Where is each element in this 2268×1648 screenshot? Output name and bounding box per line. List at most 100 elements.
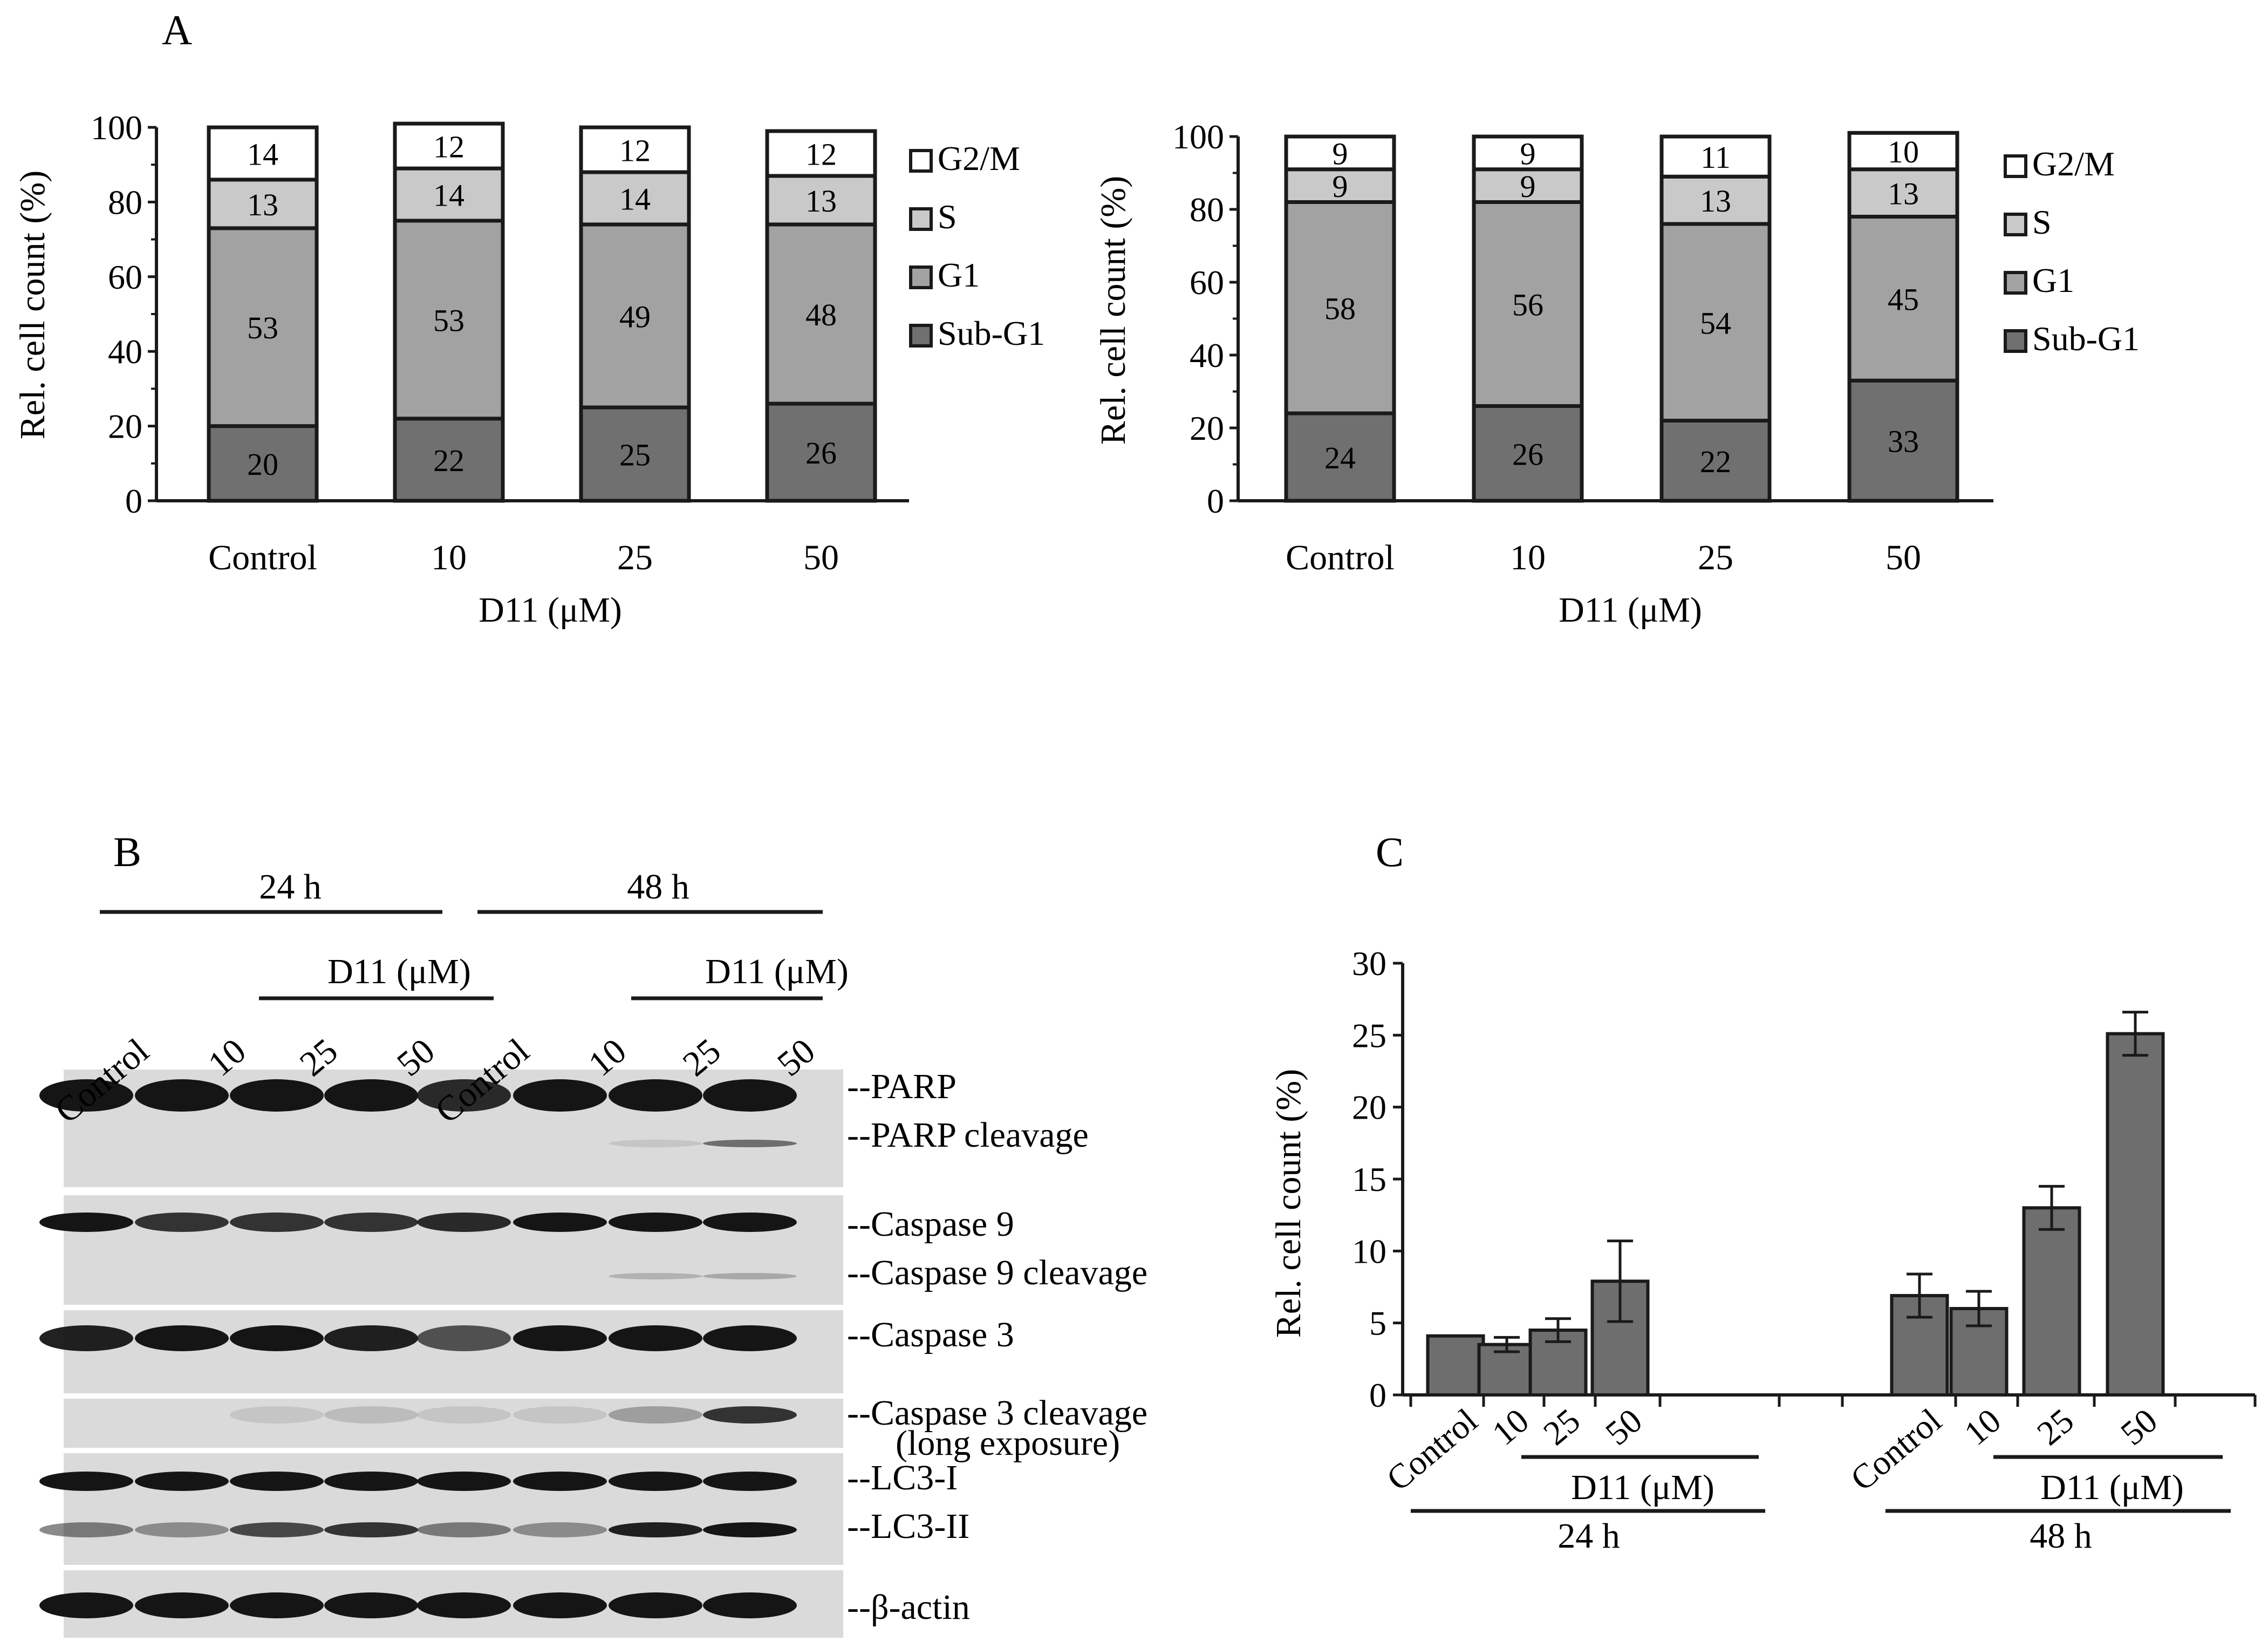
data-label: 9 (1333, 136, 1348, 171)
data-label: 12 (433, 130, 464, 165)
data-label: 11 (1700, 140, 1731, 175)
blot-band (609, 1079, 702, 1112)
panel-label-c: C (1376, 828, 1404, 875)
data-label: 14 (619, 181, 651, 216)
data-label: 9 (1333, 169, 1348, 204)
blot-band (609, 1273, 702, 1279)
data-label: 24 (1324, 440, 1356, 475)
blot-band (230, 1522, 324, 1537)
y-tick-label: 20 (1352, 1088, 1386, 1127)
bar-segment (1472, 404, 1584, 503)
blot-band (609, 1472, 702, 1491)
blot-band (135, 1079, 229, 1112)
treatment-label: D11 (μM) (1571, 1468, 1714, 1507)
blot-band (324, 1406, 418, 1424)
blot-band (39, 1522, 133, 1537)
y-tick-label: 20 (1190, 409, 1224, 447)
x-tick-label: 25 (1698, 538, 1733, 577)
blot-band (230, 1406, 324, 1424)
x-tick-label: Control (1286, 538, 1395, 577)
band-label: --PARP cleavage (847, 1115, 1089, 1155)
data-label: 14 (247, 137, 278, 172)
band-label-line2: (long exposure) (896, 1424, 1120, 1463)
blot-band (513, 1079, 607, 1112)
x-axis-title: D11 (μM) (479, 590, 622, 630)
data-label: 9 (1520, 136, 1536, 171)
legend-swatch (909, 207, 933, 231)
y-tick-label: 10 (1352, 1232, 1386, 1270)
bar-segment (207, 226, 319, 428)
y-tick-label: 40 (108, 332, 142, 371)
data-label: 13 (247, 187, 278, 222)
bar-segment (1659, 222, 1772, 423)
blot-band (513, 1213, 607, 1232)
y-tick-label: 25 (1352, 1016, 1386, 1054)
bar (2022, 1206, 2081, 1397)
data-label: 49 (619, 299, 651, 334)
blot-band (324, 1325, 418, 1351)
data-label: 22 (1700, 444, 1731, 479)
bar-segment (393, 219, 505, 421)
band-label: --LC3-I (847, 1458, 958, 1497)
blot-band (513, 1522, 607, 1537)
data-label: 54 (1700, 305, 1731, 341)
blot-band (39, 1213, 133, 1232)
data-label: 13 (1888, 176, 1919, 212)
x-tick-label: 50 (1886, 538, 1921, 577)
legend-label: G2/M (938, 139, 1020, 178)
bar-segment (207, 424, 319, 503)
band-label: --Caspase 9 cleavage (847, 1253, 1147, 1292)
blot-band (324, 1213, 418, 1232)
band-label: --Caspase 3 cleavage (847, 1393, 1147, 1433)
y-tick-label: 20 (108, 407, 142, 446)
data-label: 26 (1512, 437, 1543, 472)
blot-strip (64, 1399, 843, 1448)
blot-band (513, 1325, 607, 1351)
blot-band (230, 1079, 324, 1112)
y-tick-label: 0 (1369, 1376, 1386, 1414)
bar-segment (393, 121, 505, 171)
bar-segment (1284, 167, 1396, 204)
blot-band (135, 1213, 229, 1232)
legend-label: G1 (938, 256, 980, 294)
x-tick-label: 25 (2030, 1401, 2081, 1453)
time-label-48h: 48 h (627, 867, 689, 907)
legend-label: Sub-G1 (938, 314, 1045, 352)
data-label: 58 (1324, 291, 1356, 326)
blot-band (324, 1472, 418, 1491)
blot-strip (64, 1453, 843, 1565)
treatment-label-24h: D11 (μM) (327, 952, 471, 991)
bar-segment (765, 174, 877, 227)
data-label: 25 (619, 438, 651, 473)
blot-band (513, 1406, 607, 1424)
x-tick-label: 10 (1957, 1401, 2008, 1453)
band-label: --Caspase 3 (847, 1315, 1014, 1354)
data-label: 9 (1520, 169, 1536, 204)
x-tick-label: Control (1843, 1401, 1949, 1498)
blot-band (324, 1079, 418, 1112)
time-label-24h: 24 h (259, 867, 322, 907)
data-label: 13 (805, 183, 837, 219)
bar-segment (765, 401, 877, 503)
data-label: 12 (619, 133, 651, 168)
y-tick-label: 40 (1190, 336, 1224, 374)
data-label: 26 (805, 435, 837, 471)
data-label: 45 (1888, 282, 1919, 317)
x-axis-title: D11 (μM) (1559, 590, 1702, 630)
blot-band (609, 1522, 702, 1537)
blot-strip (64, 1310, 843, 1393)
x-tick-label: 50 (1598, 1401, 1649, 1453)
blot-band (513, 1472, 607, 1491)
data-label: 56 (1512, 288, 1543, 323)
stacked-bar-chart-a-right: Rel. cell count (%) D11 (μM) 0 20 40 60 80 10… (1094, 118, 2140, 630)
bar-segment (1472, 167, 1584, 204)
band-label: --PARP (847, 1067, 957, 1106)
blot-band (703, 1522, 797, 1537)
x-tick-label: 50 (803, 538, 839, 577)
blot-band (324, 1592, 418, 1618)
blot-band (135, 1522, 229, 1537)
legend-swatch (2004, 271, 2027, 295)
y-tick-label: 15 (1352, 1160, 1386, 1198)
